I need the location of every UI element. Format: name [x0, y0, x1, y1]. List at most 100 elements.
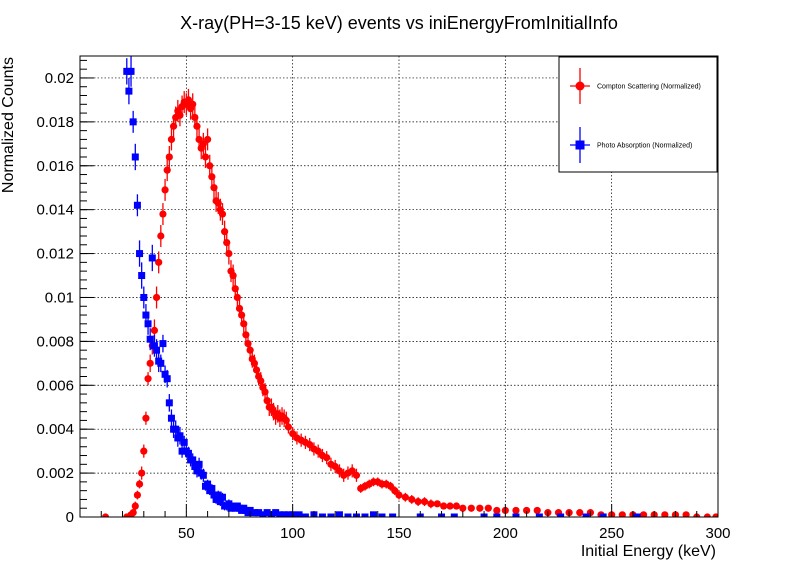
- data-point: [599, 513, 607, 517]
- y-axis-label: Normalized Counts: [0, 57, 17, 193]
- ticks: 50 100 150 200 250 300 0 0.002 0.004 0.006 0.008 0.…: [36, 59, 731, 542]
- data-point: [178, 447, 186, 455]
- data-point: [142, 311, 150, 319]
- data-point: [401, 493, 409, 501]
- data-point: [135, 480, 144, 488]
- data-point: [272, 509, 280, 517]
- data-point: [523, 506, 531, 515]
- data-point: [263, 509, 271, 517]
- data-point: [176, 432, 184, 440]
- data-point: [101, 513, 110, 517]
- data-point: [189, 456, 197, 464]
- data-point: [131, 502, 139, 510]
- data-point: [138, 272, 146, 280]
- data-point: [191, 463, 199, 471]
- data-point: [193, 122, 201, 130]
- data-point: [633, 513, 641, 517]
- data-point: [180, 438, 188, 446]
- legend: Compton Scattering (Normalized) Photo Abs…: [558, 56, 718, 173]
- data-point: [352, 471, 361, 479]
- series-layer: [101, 56, 718, 517]
- data-point: [395, 491, 403, 499]
- data-point: [214, 491, 222, 499]
- data-point: [165, 399, 173, 407]
- data-point: [318, 513, 326, 517]
- data-point: [159, 210, 167, 218]
- data-point: [323, 454, 331, 462]
- x-axis-label: Initial Energy (keV): [581, 543, 716, 560]
- data-point: [167, 414, 175, 422]
- data-point: [557, 513, 565, 517]
- y-tick-label: 0.002: [36, 465, 74, 482]
- x-tick-label: 150: [386, 525, 411, 542]
- x-tick-label: 100: [280, 525, 305, 542]
- data-point: [125, 87, 133, 95]
- data-point: [208, 484, 216, 492]
- data-point: [618, 511, 626, 517]
- data-point: [138, 469, 146, 477]
- data-point: [140, 447, 148, 455]
- data-point: [233, 293, 241, 302]
- data-point: [484, 504, 492, 512]
- data-point: [131, 153, 139, 161]
- data-point: [344, 513, 352, 517]
- data-point: [512, 506, 520, 515]
- y-tick-label: 0.01: [45, 289, 74, 306]
- data-point: [225, 249, 233, 258]
- x-tick-label: 50: [178, 525, 195, 542]
- data-point: [155, 258, 163, 266]
- data-point: [512, 513, 520, 517]
- series-2: [123, 56, 641, 517]
- data-point: [712, 513, 718, 517]
- data-point: [295, 511, 303, 517]
- data-point: [229, 271, 237, 280]
- data-point: [161, 186, 169, 194]
- data-point: [284, 423, 293, 431]
- data-point: [150, 342, 158, 350]
- data-point: [133, 491, 142, 499]
- legend-entries: Compton Scattering (Normalized) Photo Abs…: [570, 68, 701, 163]
- data-point: [280, 511, 288, 517]
- data-point: [246, 506, 254, 514]
- data-point: [153, 346, 161, 354]
- data-point: [123, 67, 131, 75]
- data-point: [389, 513, 397, 517]
- data-point: [165, 153, 173, 161]
- legend-box: [558, 56, 718, 173]
- data-point: [703, 513, 711, 517]
- chart-title: X-ray(PH=3-15 keV) events vs iniEnergyFr…: [180, 13, 618, 33]
- data-point: [195, 460, 203, 468]
- x-tick-label: 300: [705, 525, 730, 542]
- data-point: [533, 506, 541, 515]
- data-point: [144, 375, 152, 383]
- data-point: [193, 467, 201, 475]
- data-point: [210, 184, 218, 192]
- data-point: [361, 513, 369, 517]
- data-point: [172, 425, 180, 433]
- data-point: [150, 326, 159, 335]
- data-point: [136, 250, 144, 258]
- data-point: [148, 254, 156, 262]
- data-point: [152, 293, 161, 302]
- data-point: [493, 506, 501, 515]
- data-point: [440, 502, 448, 510]
- data-point: [420, 498, 429, 506]
- data-point: [218, 210, 227, 218]
- data-point: [661, 511, 669, 517]
- data-point: [167, 135, 176, 144]
- data-point: [184, 449, 192, 457]
- legend-label: Compton Scattering (Normalized): [597, 84, 701, 91]
- y-tick-label: 0.014: [36, 202, 74, 219]
- data-point: [446, 502, 454, 510]
- data-point: [161, 370, 169, 378]
- data-point: [142, 414, 150, 422]
- data-point: [327, 513, 335, 517]
- data-point: [140, 293, 148, 301]
- data-point: [450, 513, 458, 517]
- data-point: [163, 166, 171, 174]
- legend-marker: [575, 81, 585, 91]
- series-1: [101, 88, 718, 517]
- data-point: [157, 232, 165, 240]
- data-point: [146, 359, 154, 367]
